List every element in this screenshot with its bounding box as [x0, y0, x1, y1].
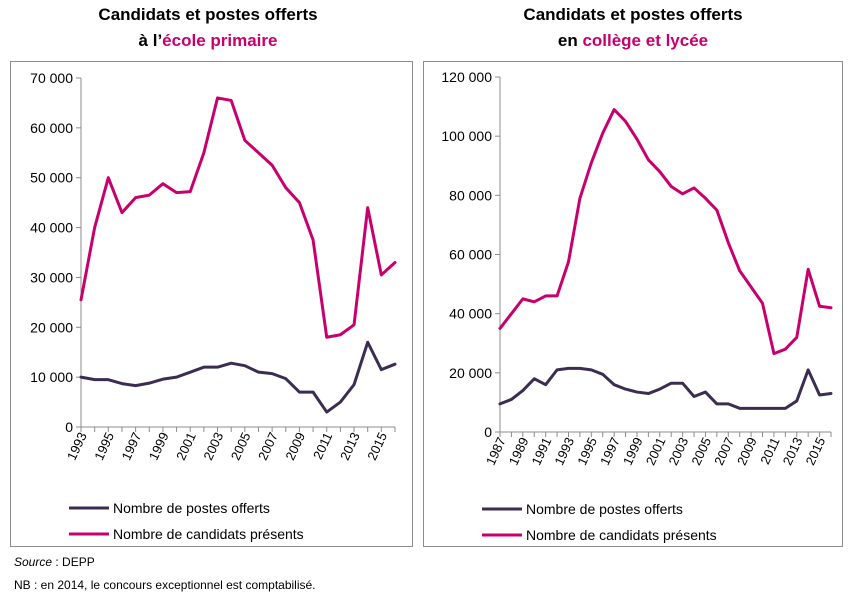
right-chart-panel: 0 20 000 40 000 60 000 80 000 100 000 120 000 1… — [423, 61, 843, 547]
source-note: Source : DEPP — [14, 555, 95, 569]
nb-note: NB : en 2014, le concours exceptionnel e… — [14, 578, 316, 592]
right-chart-x-tick-label: 2011 — [757, 435, 782, 467]
right-chart-series-candidats-line — [498, 108, 833, 356]
right-title-accent: collège et lycée — [582, 31, 709, 50]
left-chart-y-tick-label: 10 000 — [30, 369, 73, 385]
left-chart-y-tick-label: 50 000 — [30, 170, 73, 186]
left-chart-panel: 0 10 000 20 000 30 000 40 000 50 000 60 000 70 … — [10, 61, 413, 547]
left-chart-legend-label-candidats: Nombre de candidats présents — [113, 526, 304, 542]
left-title-line2: à l’école primaire — [10, 28, 406, 54]
left-chart-y-tick-label: 0 — [65, 419, 73, 435]
left-chart-legend-label-postes: Nombre de postes offerts — [113, 500, 270, 516]
left-chart-x-tick-label: 2013 — [337, 430, 363, 463]
left-chart-x-tick-label: 2007 — [255, 430, 281, 463]
right-chart-y-tick-label: 0 — [484, 424, 492, 440]
left-chart-x-tick-label: 1999 — [146, 430, 172, 463]
right-chart-x-tick-label: 2013 — [780, 435, 806, 468]
right-chart-x-tick-label: 1999 — [620, 435, 646, 468]
right-chart-y-tick-label: 60 000 — [449, 247, 492, 263]
left-chart-x-tick-label: 1997 — [119, 430, 145, 463]
left-chart-y-tick-label: 20 000 — [30, 319, 73, 335]
source-text: : DEPP — [52, 555, 95, 569]
left-chart-y-tick-label: 70 000 — [30, 70, 73, 86]
right-chart-x-tick-label: 2001 — [643, 435, 669, 468]
right-chart-y-tick-label: 80 000 — [449, 187, 492, 203]
left-chart-x-tick-label: 2009 — [282, 430, 308, 463]
left-chart-series-postes-line — [79, 340, 397, 414]
left-chart-x-tick-label: 2011 — [310, 430, 335, 462]
left-chart-x-tick-label: 2015 — [364, 430, 390, 463]
right-chart-x-tick-label: 1997 — [597, 435, 623, 468]
right-chart-x-tick-label: 2005 — [688, 435, 714, 468]
left-chart-x-tick-label: 2001 — [173, 430, 199, 463]
right-chart-svg: 0 20 000 40 000 60 000 80 000 100 000 120 000 1… — [441, 69, 833, 543]
right-chart-x-tick-label: 2015 — [802, 435, 828, 468]
right-chart-y-tick-label: 120 000 — [441, 69, 492, 85]
right-title-line1: Candidats et postes offerts — [523, 5, 743, 24]
left-chart-y-tick-label: 60 000 — [30, 120, 73, 136]
left-chart-x-tick-label: 2003 — [200, 430, 226, 463]
right-chart-legend-label-candidats: Nombre de candidats présents — [526, 527, 717, 543]
right-chart-y-tick-label: 20 000 — [449, 365, 492, 381]
right-chart-legend-label-postes: Nombre de postes offerts — [526, 501, 683, 517]
right-chart-x-tick-label: 1995 — [574, 435, 600, 468]
right-chart-title: Candidats et postes offerts en collège e… — [423, 2, 843, 54]
left-title-line1: Candidats et postes offerts — [98, 5, 318, 24]
right-chart-y-tick-label: 40 000 — [449, 306, 492, 322]
left-chart-series-candidats-line — [79, 96, 397, 339]
right-chart-x-tick-label: 2009 — [734, 435, 760, 468]
right-chart-x-tick-label: 1991 — [529, 435, 555, 468]
left-chart-y-tick-label: 30 000 — [30, 269, 73, 285]
right-chart-x-tick-label: 2007 — [711, 435, 737, 468]
right-title-prefix: en — [557, 31, 583, 50]
left-chart-y-tick-label: 40 000 — [30, 220, 73, 236]
source-label: Source — [14, 555, 53, 569]
left-chart-x-tick-label: 2005 — [228, 430, 254, 463]
right-chart-x-tick-label: 1989 — [506, 435, 532, 468]
right-chart-y-tick-label: 100 000 — [441, 128, 492, 144]
right-title-line2: en collège et lycée — [423, 28, 843, 54]
left-chart-title: Candidats et postes offerts à l’école pr… — [10, 2, 406, 54]
right-chart-x-tick-label: 2003 — [666, 435, 692, 468]
right-chart-x-tick-label: 1993 — [551, 435, 577, 468]
left-chart-svg: 0 10 000 20 000 30 000 40 000 50 000 60 000 70 … — [30, 70, 397, 542]
left-title-accent: école primaire — [162, 31, 278, 50]
left-chart-x-tick-label: 1995 — [91, 430, 117, 463]
right-chart-series-postes-line — [498, 366, 833, 410]
left-title-prefix: à l’ — [138, 31, 163, 50]
